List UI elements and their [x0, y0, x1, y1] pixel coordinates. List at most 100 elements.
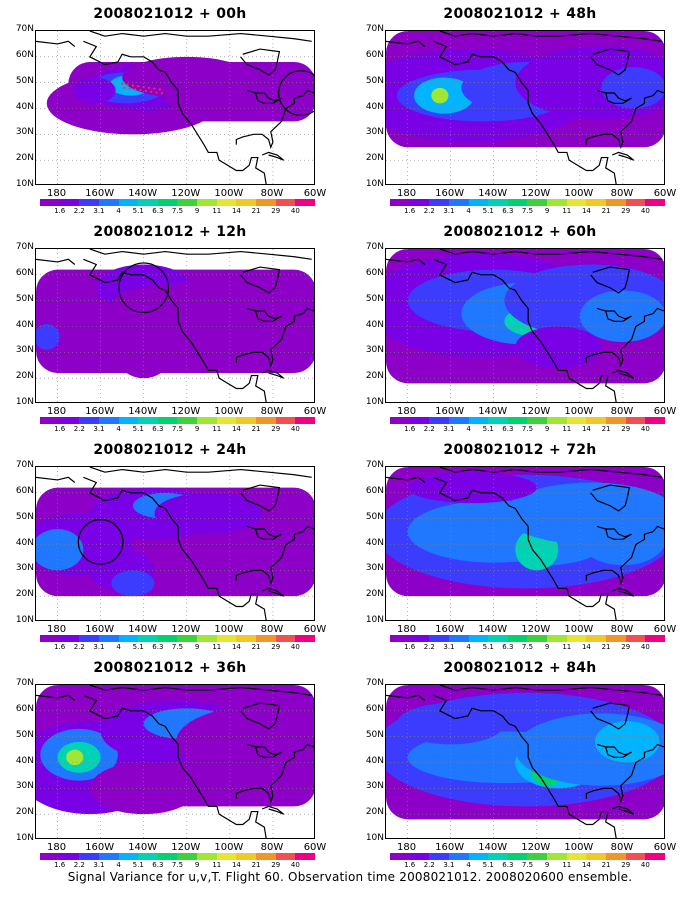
- lon-tick-label: 140W: [478, 624, 508, 635]
- colorbar-label: 3.1: [93, 643, 105, 651]
- colorbar-swatch: [390, 417, 410, 424]
- colorbar-label: 5.1: [482, 861, 494, 869]
- lat-tick-label: 20N: [365, 153, 384, 164]
- colorbar-label: 21: [601, 643, 611, 651]
- coastline: [246, 525, 282, 540]
- colorbar-label: 4: [116, 643, 121, 651]
- colorbar-swatch: [390, 635, 410, 642]
- lat-tick-label: 10N: [15, 615, 34, 625]
- lon-tick-label: 140W: [128, 406, 158, 417]
- colorbar-swatch: [547, 199, 567, 206]
- colorbar-label: 14: [581, 861, 591, 869]
- lon-tick-label: 100W: [214, 624, 244, 635]
- colorbar-label: 29: [271, 425, 281, 433]
- lat-tick-label: 20N: [365, 589, 384, 600]
- lon-tick-label: 180: [46, 842, 67, 853]
- colorbar-label: 14: [231, 643, 241, 651]
- lon-tick-label: 80W: [260, 188, 284, 199]
- lat-tick-label: 40N: [365, 319, 384, 330]
- colorbar-swatch: [177, 635, 198, 642]
- colorbar-label: 4: [116, 207, 121, 215]
- lat-tick-label: 10N: [365, 179, 384, 189]
- lon-tick-label: 100W: [564, 624, 594, 635]
- colorbar-label: 3.1: [443, 643, 455, 651]
- variance-map: [35, 248, 315, 403]
- colorbar-swatch: [59, 853, 80, 860]
- contour-fill: [165, 82, 252, 114]
- coastline: [261, 369, 285, 379]
- colorbar-label: 7.5: [521, 861, 534, 869]
- colorbar-label: 7.5: [521, 207, 534, 215]
- colorbar-label: 14: [231, 425, 241, 433]
- coastline: [83, 694, 267, 838]
- coastline: [433, 694, 617, 838]
- colorbar-label: 4: [466, 425, 471, 433]
- colorbar-label: 21: [601, 207, 611, 215]
- coastline: [36, 476, 76, 483]
- colorbar-swatch: [468, 199, 489, 206]
- coastline: [240, 48, 281, 76]
- colorbar-label: 7.5: [171, 861, 184, 869]
- panel-title: 2008021012 + 36h: [93, 660, 247, 676]
- coastline: [240, 484, 281, 512]
- lat-tick-label: 70N: [15, 242, 34, 252]
- contour-fill: [407, 472, 537, 504]
- colorbar-swatch: [507, 417, 528, 424]
- coastline: [89, 31, 312, 42]
- observation-dot: [150, 90, 153, 93]
- observation-dot: [153, 87, 156, 90]
- coastline: [83, 40, 267, 184]
- colorbar-label: 40: [290, 425, 300, 433]
- colorbar-swatch: [295, 853, 315, 860]
- colorbar-swatch: [448, 199, 469, 206]
- colorbar-label: 11: [562, 207, 572, 215]
- variance-map: [385, 30, 665, 185]
- colorbar-swatch: [197, 417, 217, 424]
- forecast-panel: 2008021012 + 00h 10N 20N 30N 40N 50N 60N 70N 180…: [0, 0, 340, 215]
- colorbar-label: 11: [212, 861, 222, 869]
- colorbar-swatch: [390, 199, 410, 206]
- colorbar-swatch: [40, 417, 60, 424]
- colorbar-label: 29: [621, 207, 631, 215]
- colorbar-label: 29: [271, 643, 281, 651]
- colorbar-label: 3.1: [93, 425, 105, 433]
- colorbar-label: 11: [212, 425, 222, 433]
- coastline: [386, 476, 426, 483]
- coastline: [611, 587, 635, 597]
- forecast-panel: 2008021012 + 60h 10N 20N 30N 40N 50N 60N 70N 180…: [350, 218, 690, 433]
- colorbar-swatch: [118, 853, 139, 860]
- colorbar-label: 21: [251, 207, 261, 215]
- colorbar-swatch: [488, 635, 508, 642]
- forecast-panel: 2008021012 + 72h 10N 20N 30N 40N 50N 60N 70N 180…: [350, 436, 690, 651]
- coastline: [83, 476, 267, 620]
- lat-tick-label: 20N: [15, 371, 34, 382]
- variance-map: [35, 684, 315, 839]
- colorbar-swatch: [118, 199, 139, 206]
- highlight-circle: [77, 519, 124, 565]
- colorbar-swatch: [566, 417, 587, 424]
- coastline: [611, 151, 635, 161]
- lat-tick-label: 50N: [15, 729, 34, 740]
- contour-fill: [515, 326, 602, 368]
- lat-tick-label: 10N: [365, 397, 384, 407]
- lat-tick-label: 30N: [15, 781, 34, 792]
- colorbar-label: 40: [290, 207, 300, 215]
- lat-tick-label: 70N: [15, 460, 34, 470]
- contour-fill: [601, 67, 664, 109]
- coastline: [246, 743, 282, 758]
- observation-dot: [147, 86, 151, 89]
- lat-tick-label: 30N: [365, 127, 384, 138]
- lon-tick-label: 60W: [303, 842, 327, 853]
- colorbar-label: 14: [581, 643, 591, 651]
- colorbar-swatch: [468, 853, 489, 860]
- panel-title: 2008021012 + 12h: [93, 224, 247, 240]
- lat-tick-label: 40N: [15, 319, 34, 330]
- observation-dot: [160, 92, 164, 95]
- coastline: [235, 525, 314, 586]
- colorbar-swatch: [98, 853, 119, 860]
- contour-fill: [431, 87, 449, 104]
- lat-tick-label: 40N: [365, 537, 384, 548]
- lon-tick-label: 60W: [653, 842, 677, 853]
- coastline: [36, 694, 76, 701]
- colorbar-label: 9: [194, 861, 200, 869]
